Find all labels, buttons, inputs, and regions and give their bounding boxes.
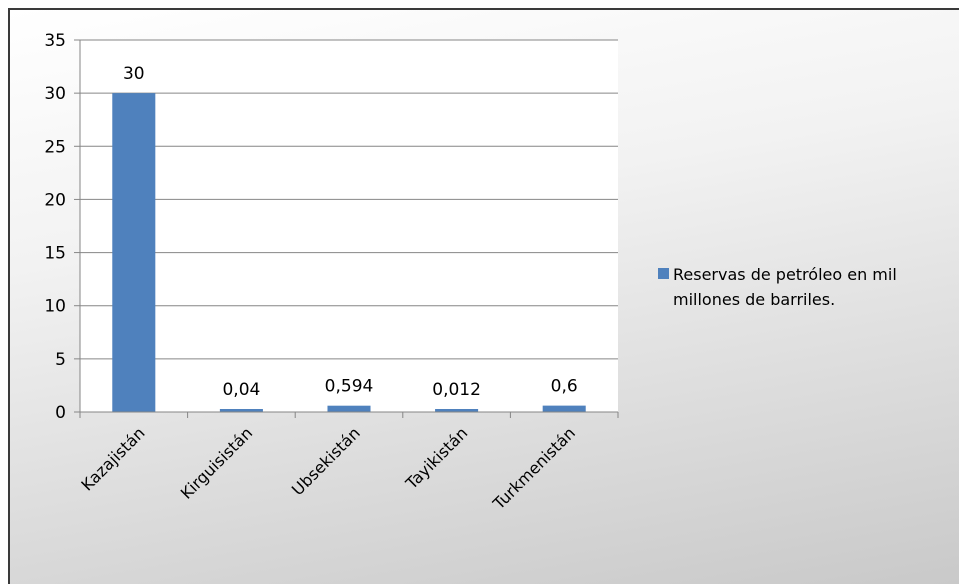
bar (219, 409, 263, 412)
bar (112, 93, 156, 413)
data-label: 0,012 (432, 380, 481, 400)
y-tick-label: 10 (44, 297, 66, 317)
y-tick-label: 5 (55, 350, 66, 370)
y-tick-label: 15 (44, 244, 66, 264)
bar (435, 409, 479, 412)
x-category-label: Tayikistán (401, 423, 471, 493)
y-tick-label: 35 (44, 31, 66, 51)
plot-area (80, 40, 618, 412)
y-tick-label: 25 (44, 137, 66, 157)
y-tick-label: 0 (55, 403, 66, 423)
x-axis-category-labels: Kazajistán Kirguisistán Ubsekistán Tayikist… (77, 423, 579, 513)
y-axis-tick-labels: 0 5 10 15 20 25 30 35 (44, 31, 80, 423)
x-category-label: Turkmenistán (489, 423, 579, 513)
gridlines (80, 39, 618, 360)
bars (112, 93, 586, 413)
x-category-label: Kazajistán (77, 423, 148, 494)
bar (327, 405, 371, 412)
y-tick-label: 30 (44, 84, 66, 104)
data-label: 0,594 (325, 377, 374, 397)
data-label: 0,6 (551, 377, 578, 397)
legend: Reservas de petróleo en mil millones de … (658, 262, 958, 312)
x-axis-ticks (79, 412, 619, 418)
data-label: 30 (123, 64, 145, 84)
legend-swatch (658, 268, 669, 279)
y-tick-label: 20 (44, 190, 66, 210)
data-labels: 30 0,04 0,594 0,012 0,6 (123, 64, 578, 400)
legend-entry-label: Reservas de petróleo en mil millones de … (673, 265, 897, 309)
x-category-label: Ubsekistán (288, 423, 364, 499)
bar (542, 405, 586, 412)
data-label: 0,04 (222, 380, 260, 400)
x-category-label: Kirguisistán (177, 423, 256, 502)
